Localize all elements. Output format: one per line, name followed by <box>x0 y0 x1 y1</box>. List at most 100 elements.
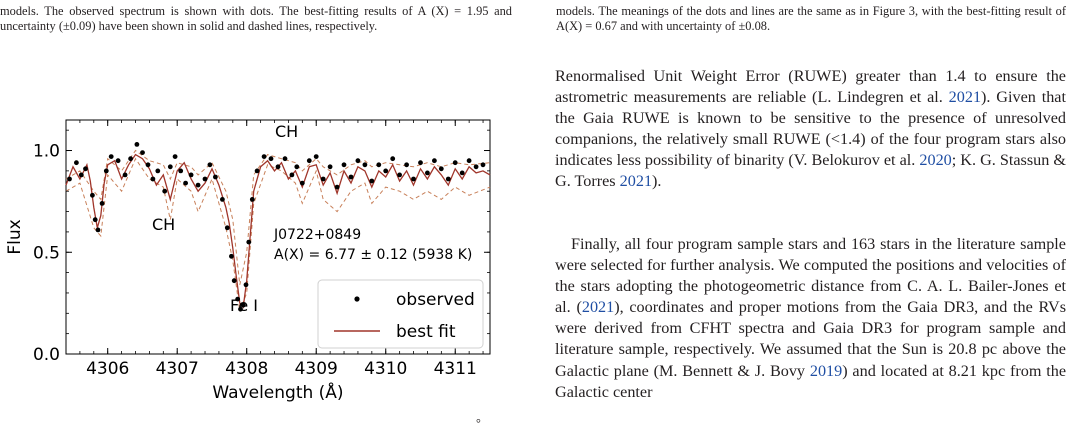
observed-point <box>289 172 295 178</box>
annotation-abundance: A(X) = 6.77 ± 0.12 (5938 K) <box>274 247 472 263</box>
body-paragraph-2: Finally, all four program sample stars a… <box>555 234 1066 403</box>
observed-point <box>145 162 151 168</box>
y-tick-label: 0.0 <box>33 345 60 365</box>
uncertainty-lines <box>65 149 491 312</box>
y-axis-ticks: 0.0 0.5 1.0 <box>33 129 490 365</box>
observed-point <box>261 154 267 159</box>
observed-point <box>341 162 347 168</box>
observed-point <box>188 172 194 178</box>
y-tick-label: 0.5 <box>33 243 60 263</box>
observed-point <box>235 296 241 302</box>
observed-point <box>473 164 479 170</box>
y-tick-label: 1.0 <box>33 142 60 162</box>
para1-text-3: ; K. G. Stassun & G. Torres <box>555 151 1066 191</box>
observed-point <box>229 253 234 259</box>
citation-link[interactable]: 2021 <box>581 298 615 317</box>
annotation-star-name: J0722+0849 <box>273 227 361 243</box>
spectrum-figure: 4306 4307 4308 4309 4310 4311 0.0 0.5 1.0 Wavel… <box>5 119 491 403</box>
observed-point <box>122 172 128 178</box>
citation-link[interactable]: 2020 <box>919 151 952 170</box>
plot-frame <box>65 119 491 355</box>
observed-point <box>320 176 326 182</box>
citation-link[interactable]: 2021 <box>619 172 653 191</box>
observed-point <box>438 166 444 172</box>
annotation-ch-left: CH <box>152 215 175 234</box>
observed-point <box>334 184 340 190</box>
observed-point <box>202 176 208 182</box>
x-tick-label: 4310 <box>364 359 407 379</box>
figure-caption-right: models. The meanings of the dots and lin… <box>556 4 1066 34</box>
observed-point <box>376 162 382 168</box>
observed-point <box>275 164 281 170</box>
observed-point <box>74 160 79 166</box>
observed-point <box>306 158 312 164</box>
observed-point <box>268 156 274 162</box>
observed-point <box>243 282 249 288</box>
uncertainty-upper-line <box>65 149 491 285</box>
observed-point <box>369 178 375 184</box>
citation-link[interactable]: 2019 <box>809 361 843 380</box>
observed-point <box>249 197 255 202</box>
observed-point <box>383 168 389 174</box>
observed-point <box>313 154 319 159</box>
observed-point <box>418 160 423 166</box>
observed-point <box>397 172 402 178</box>
observed-point <box>172 154 178 159</box>
x-tick-label: 4306 <box>86 359 129 379</box>
observed-point <box>327 164 333 170</box>
citation-link[interactable]: 2021 <box>948 88 982 107</box>
observed-point <box>83 166 88 172</box>
observed-point <box>466 158 472 164</box>
x-tick-label: 4309 <box>295 359 338 379</box>
observed-point <box>183 180 189 186</box>
observed-point <box>140 150 145 155</box>
observed-point <box>78 172 84 178</box>
observed-point <box>231 278 237 284</box>
annotation-ch-top: CH <box>275 122 298 141</box>
observed-point <box>162 188 168 194</box>
observed-point <box>92 217 98 223</box>
observed-point <box>108 154 114 159</box>
observed-point <box>445 176 451 182</box>
observed-point <box>178 168 184 174</box>
para2-text-3: ) and located at 8.21 kpc from the Galac… <box>555 361 1066 401</box>
y-axis-label: Flux <box>5 219 25 254</box>
observed-point <box>115 158 121 164</box>
observed-point <box>240 302 246 308</box>
x-tick-label: 4307 <box>156 359 199 379</box>
para1-text-4: ). <box>652 172 662 191</box>
stray-mark: ° <box>476 416 481 430</box>
observed-point <box>103 168 109 174</box>
observed-point <box>150 176 156 182</box>
annotation-fe: Fe I <box>230 296 258 315</box>
observed-point <box>213 174 218 180</box>
observed-point <box>480 162 486 168</box>
x-tick-label: 4308 <box>225 359 268 379</box>
observed-point <box>390 156 396 162</box>
observed-point <box>220 197 225 202</box>
observed-point <box>128 156 134 162</box>
legend-label-observed: observed <box>396 290 475 310</box>
observed-points <box>67 142 486 312</box>
observed-point <box>254 168 260 174</box>
x-axis-label: Wavelength (Å) <box>212 381 343 403</box>
observed-point <box>404 162 409 168</box>
observed-point <box>459 170 465 176</box>
uncertainty-lower-line <box>65 157 491 312</box>
observed-point <box>246 239 252 245</box>
observed-point <box>155 168 161 174</box>
observed-point <box>348 174 354 180</box>
observed-point <box>238 306 243 312</box>
observed-point <box>67 176 72 182</box>
observed-point <box>99 201 105 206</box>
observed-point <box>167 164 173 170</box>
observed-point <box>95 227 101 233</box>
observed-point <box>452 160 458 166</box>
para1-text-2: ). Given that the Gaia RUWE is known to … <box>555 88 1066 170</box>
observed-point <box>425 170 430 176</box>
observed-point <box>90 192 95 198</box>
para2-text-2: ), coordinates and proper motions from t… <box>555 298 1066 380</box>
observed-point <box>207 162 213 168</box>
para2-text-1: Finally, all four program sample stars a… <box>555 235 1066 317</box>
observed-point <box>432 158 437 164</box>
